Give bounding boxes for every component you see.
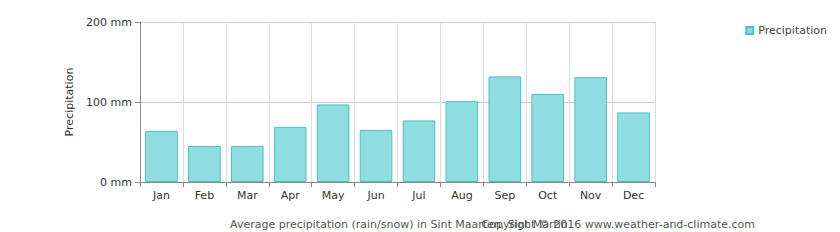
svg-text:Sep: Sep [494,189,515,202]
svg-text:200 mm: 200 mm [86,16,132,29]
svg-text:Jul: Jul [411,189,425,202]
svg-text:Jun: Jun [366,189,384,202]
svg-text:Copyright © 2016 www.weather-a: Copyright © 2016 www.weather-and-climate… [482,218,755,231]
svg-text:May: May [322,189,345,202]
svg-text:Average precipitation (rain/sn: Average precipitation (rain/snow) in Sin… [230,218,568,231]
svg-text:0 mm: 0 mm [100,176,132,189]
svg-text:Nov: Nov [580,189,602,202]
svg-text:Precipitation: Precipitation [758,24,827,37]
svg-text:Feb: Feb [195,189,214,202]
svg-text:Aug: Aug [451,189,472,202]
svg-text:Oct: Oct [538,189,558,202]
svg-text:Jan: Jan [152,189,170,202]
svg-text:Precipitation: Precipitation [63,68,76,137]
svg-text:100 mm: 100 mm [86,96,132,109]
svg-text:Apr: Apr [281,189,301,202]
svg-text:Mar: Mar [237,189,258,202]
svg-text:Dec: Dec [623,189,644,202]
